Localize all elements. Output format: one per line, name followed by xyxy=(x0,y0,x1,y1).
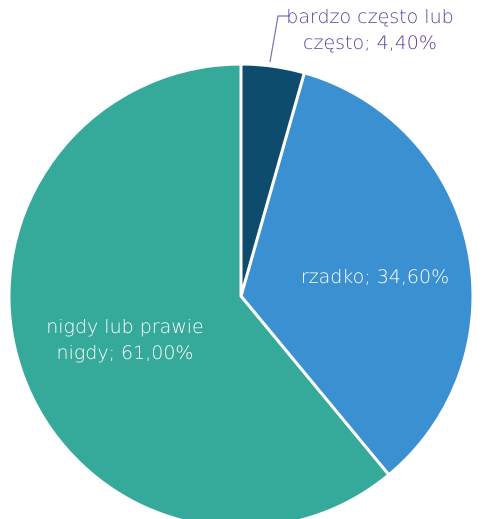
pie-slice xyxy=(7,62,391,519)
label-category: rzadko xyxy=(300,266,365,288)
label-separator: ; xyxy=(364,266,377,288)
pie-slice xyxy=(239,62,306,298)
label-separator: ; xyxy=(364,32,377,54)
leader-line xyxy=(269,15,290,63)
slice-label: nigdy lub prawie nigdy; 61,00% xyxy=(15,314,235,366)
label-value: 34,60% xyxy=(376,266,450,288)
slice-label: bardzo często lub często; 4,40% xyxy=(280,4,460,56)
label-value: 4,40% xyxy=(376,32,437,54)
label-category: nigdy lub prawie nigdy xyxy=(46,316,210,364)
label-value: 61,00% xyxy=(121,342,194,364)
pie-slice xyxy=(239,71,475,477)
label-separator: ; xyxy=(108,342,122,364)
label-category: bardzo często lub często xyxy=(286,6,460,54)
slice-label: rzadko; 34,60% xyxy=(280,264,470,290)
